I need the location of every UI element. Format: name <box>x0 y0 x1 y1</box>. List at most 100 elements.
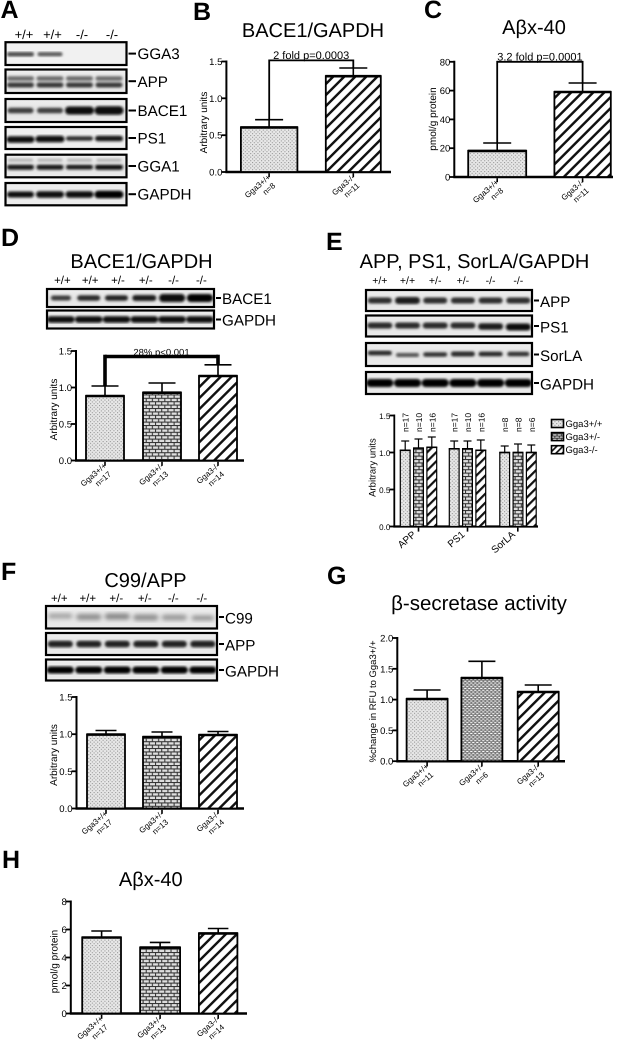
svg-text:%change in RFU to Gga3+/+: %change in RFU to Gga3+/+ <box>368 640 379 762</box>
svg-text:+/-: +/- <box>429 275 442 287</box>
svg-text:0.0: 0.0 <box>209 168 222 179</box>
svg-text:PS1: PS1 <box>540 320 569 337</box>
svg-text:APP: APP <box>225 638 255 655</box>
svg-text:-/-: -/- <box>513 275 523 287</box>
svg-text:GAPDH: GAPDH <box>225 664 279 681</box>
svg-text:20: 20 <box>440 144 451 155</box>
svg-text:H: H <box>2 846 20 874</box>
svg-text:E: E <box>326 228 343 256</box>
svg-text:β-secretase activity: β-secretase activity <box>391 592 568 615</box>
svg-text:Arbitrary units: Arbitrary units <box>368 438 379 497</box>
svg-text:4: 4 <box>62 953 67 964</box>
svg-text:BACE1/GAPDH: BACE1/GAPDH <box>242 20 384 42</box>
svg-text:+/+: +/+ <box>372 275 387 287</box>
svg-text:pmol/g protein: pmol/g protein <box>428 87 439 150</box>
svg-text:pmol/g protein: pmol/g protein <box>50 930 61 993</box>
svg-text:28% p<0.001: 28% p<0.001 <box>133 348 189 359</box>
svg-text:n=17: n=17 <box>450 413 460 432</box>
svg-text:Arbitrary units: Arbitrary units <box>49 379 60 441</box>
svg-text:+/-: +/- <box>111 275 125 287</box>
svg-text:2 fold p=0.0003: 2 fold p=0.0003 <box>273 50 349 62</box>
svg-text:SorLA: SorLA <box>540 348 583 365</box>
svg-text:D: D <box>1 224 19 252</box>
svg-text:C99/APP: C99/APP <box>104 570 186 592</box>
svg-text:+/-: +/- <box>138 593 152 605</box>
svg-text:+/+: +/+ <box>79 593 96 605</box>
svg-text:Arbitrary units: Arbitrary units <box>199 92 210 154</box>
svg-text:Gga3+/+: Gga3+/+ <box>566 419 603 430</box>
svg-text:n=17: n=17 <box>401 413 411 432</box>
svg-text:1.0: 1.0 <box>209 94 222 105</box>
svg-text:+/+: +/+ <box>51 593 68 605</box>
svg-text:3.2 fold p=0.0001: 3.2 fold p=0.0001 <box>497 51 582 63</box>
svg-text:+/-: +/- <box>139 275 153 287</box>
svg-text:-/-: -/- <box>168 593 179 605</box>
svg-text:1.0: 1.0 <box>59 383 72 394</box>
svg-text:-/-: -/- <box>106 27 118 42</box>
svg-text:n=10: n=10 <box>414 413 424 432</box>
svg-text:0.5: 0.5 <box>59 420 72 431</box>
svg-text:n=16: n=16 <box>476 413 486 432</box>
svg-text:BACE1: BACE1 <box>138 103 188 120</box>
svg-text:C99: C99 <box>225 611 253 628</box>
svg-text:0.0: 0.0 <box>59 456 72 467</box>
svg-text:80: 80 <box>440 57 451 68</box>
svg-text:A: A <box>1 0 19 24</box>
svg-text:APP: APP <box>138 74 168 91</box>
svg-text:Gga3-/-: Gga3-/- <box>566 445 598 456</box>
svg-text:GGA3: GGA3 <box>138 46 180 63</box>
svg-text:+/+: +/+ <box>43 27 62 42</box>
svg-text:BACE1: BACE1 <box>222 291 272 308</box>
svg-text:Arbitrary units: Arbitrary units <box>49 724 60 786</box>
svg-text:0.0: 0.0 <box>380 757 393 768</box>
svg-text:GAPDH: GAPDH <box>222 313 276 330</box>
svg-text:+/+: +/+ <box>82 275 99 287</box>
svg-text:6: 6 <box>62 925 67 936</box>
svg-text:n=16: n=16 <box>427 413 437 432</box>
svg-text:8: 8 <box>62 897 67 908</box>
svg-text:0: 0 <box>62 1009 67 1020</box>
svg-text:GAPDH: GAPDH <box>540 377 594 394</box>
svg-text:60: 60 <box>440 86 451 97</box>
svg-text:APP: APP <box>540 294 570 311</box>
svg-text:-/-: -/- <box>76 27 88 42</box>
svg-text:F: F <box>1 558 16 586</box>
svg-text:PS1: PS1 <box>138 131 167 148</box>
svg-text:GGA1: GGA1 <box>138 159 180 176</box>
svg-text:0.5: 0.5 <box>59 767 72 778</box>
svg-text:C: C <box>424 0 442 24</box>
svg-text:1.0: 1.0 <box>59 730 72 741</box>
svg-text:+/+: +/+ <box>400 275 415 287</box>
svg-text:1.0: 1.0 <box>380 695 393 706</box>
svg-text:+/+: +/+ <box>15 27 34 42</box>
svg-text:BACE1/GAPDH: BACE1/GAPDH <box>70 251 212 273</box>
svg-text:0: 0 <box>445 173 450 184</box>
svg-text:1.5: 1.5 <box>380 664 393 675</box>
svg-text:Aβx-40: Aβx-40 <box>502 17 566 39</box>
svg-text:-/-: -/- <box>196 593 207 605</box>
svg-text:n=6: n=6 <box>527 417 537 432</box>
svg-text:0.5: 0.5 <box>380 726 393 737</box>
svg-text:+/-: +/- <box>457 275 470 287</box>
svg-text:1.5: 1.5 <box>59 693 72 704</box>
svg-text:1.0: 1.0 <box>379 449 391 458</box>
svg-text:n=8: n=8 <box>514 417 524 432</box>
svg-text:Gga3+/-: Gga3+/- <box>566 432 601 443</box>
svg-text:n=8: n=8 <box>500 417 510 432</box>
svg-text:Aβx-40: Aβx-40 <box>119 869 183 891</box>
svg-text:1.5: 1.5 <box>59 347 72 358</box>
svg-text:APP, PS1, SorLA/GAPDH: APP, PS1, SorLA/GAPDH <box>360 251 590 273</box>
svg-text:B: B <box>193 0 211 26</box>
svg-text:n=10: n=10 <box>463 413 473 432</box>
svg-text:0.0: 0.0 <box>379 523 391 532</box>
svg-text:0.0: 0.0 <box>59 804 72 815</box>
svg-text:GAPDH: GAPDH <box>138 187 192 204</box>
svg-text:1.5: 1.5 <box>209 57 222 68</box>
svg-text:40: 40 <box>440 115 451 126</box>
svg-text:2.0: 2.0 <box>380 634 393 645</box>
svg-text:-/-: -/- <box>168 275 179 287</box>
svg-text:0.5: 0.5 <box>209 131 222 142</box>
svg-text:2: 2 <box>62 981 67 992</box>
svg-text:G: G <box>327 562 346 590</box>
svg-text:+/+: +/+ <box>54 275 71 287</box>
